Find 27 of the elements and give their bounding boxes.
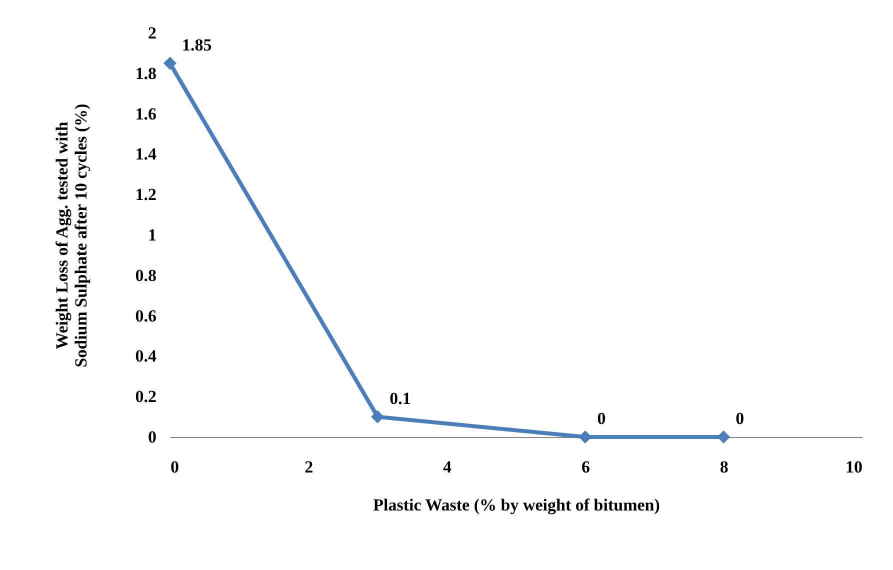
point (371, 410, 384, 424)
y-tick-label: 0.2 (135, 387, 156, 406)
y-tick-label: 0.8 (135, 266, 156, 285)
y-tick-label: 1.8 (135, 64, 156, 83)
x-tick-label: 8 (720, 458, 728, 476)
y-tick-label: 0 (148, 428, 156, 446)
data-label: 0.1 (390, 388, 411, 408)
data-label: 1.85 (182, 35, 212, 54)
y-tick-label: 1 (148, 226, 156, 244)
y-tick-label: 0.4 (135, 346, 157, 366)
y-tick-label: 0.6 (135, 306, 156, 326)
y-tick-label: 1.4 (135, 144, 157, 164)
x-tick-label: 10 (846, 458, 862, 476)
y-axis-title: Weight Loss of Agg. tested with Sodium Sulphate after 10 cycles (%) (52, 104, 90, 368)
y-tick-label: 2 (148, 24, 156, 42)
y-tick-label: 1.2 (135, 185, 156, 204)
x-tick-label: 4 (443, 458, 452, 476)
data-label: 0 (736, 409, 744, 428)
x-tick-label: 2 (304, 458, 314, 476)
data-label: 0 (597, 409, 606, 428)
x-axis-title: Plastic Waste (% by weight of bitumen) (373, 496, 660, 514)
point (163, 56, 177, 70)
y-tick-label: 1.6 (135, 104, 156, 124)
x-tick-label: 6 (581, 458, 590, 476)
point (578, 430, 592, 444)
x-tick-label: 0 (170, 458, 179, 476)
point (717, 430, 730, 444)
